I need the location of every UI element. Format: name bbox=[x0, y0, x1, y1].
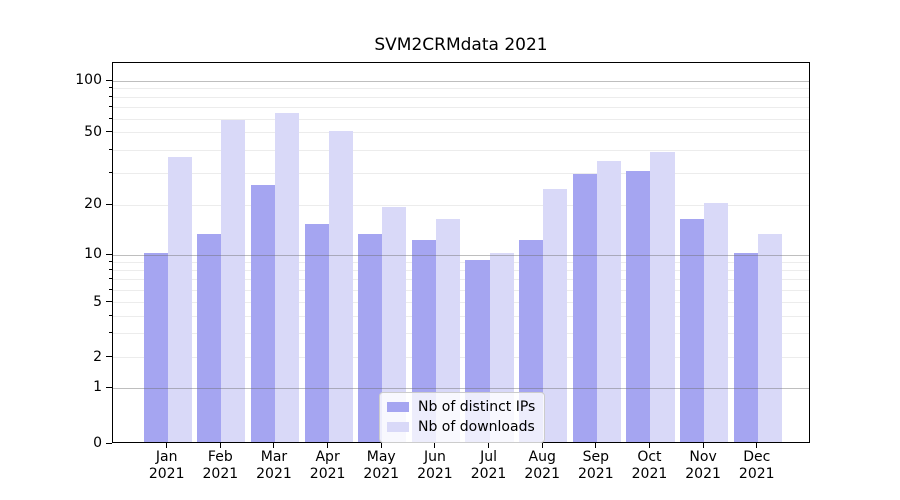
bar-downloads-dec bbox=[757, 234, 782, 442]
x-axis-tick bbox=[488, 443, 490, 448]
gridline-minor bbox=[113, 279, 809, 281]
y-axis-minor-tick bbox=[109, 314, 112, 316]
y-axis-tick bbox=[106, 203, 112, 205]
gridline-minor bbox=[113, 302, 809, 304]
bar-downloads-jan bbox=[167, 156, 192, 442]
legend-swatch-downloads bbox=[387, 422, 409, 432]
y-axis-minor-tick bbox=[109, 268, 112, 270]
y-axis-tick-label: 100 bbox=[75, 72, 102, 88]
legend-entry-downloads: Nb of downloads bbox=[387, 417, 535, 437]
y-axis-tick bbox=[106, 356, 112, 358]
x-axis-tick bbox=[756, 443, 758, 448]
x-axis-tick-label: May 2021 bbox=[363, 449, 400, 482]
gridline-major bbox=[113, 80, 809, 82]
legend-swatch-distinct-ips bbox=[387, 402, 409, 412]
bar-distinct-ips-may bbox=[358, 234, 383, 442]
legend-label-downloads: Nb of downloads bbox=[418, 419, 535, 435]
gridline-minor bbox=[113, 118, 809, 120]
x-axis-tick-label: Mar 2021 bbox=[256, 449, 292, 482]
y-axis-tick-label: 50 bbox=[84, 123, 102, 140]
gridline-minor bbox=[113, 204, 809, 206]
y-axis-tick-label: 0 bbox=[93, 435, 102, 451]
gridline-minor bbox=[113, 269, 809, 271]
x-axis-tick bbox=[219, 443, 221, 448]
x-axis-tick bbox=[648, 443, 650, 448]
y-axis-minor-tick bbox=[109, 96, 112, 98]
x-axis-tick bbox=[434, 443, 436, 448]
y-axis-tick-label: 20 bbox=[84, 196, 102, 212]
bar-distinct-ips-mar bbox=[250, 185, 275, 442]
y-axis-minor-tick bbox=[109, 148, 112, 150]
x-axis-tick-label: Nov 2021 bbox=[685, 449, 721, 482]
y-axis-tick bbox=[106, 79, 112, 81]
bar-downloads-sep bbox=[596, 161, 621, 442]
bar-distinct-ips-apr bbox=[304, 223, 329, 442]
y-axis-tick-label: 1 bbox=[93, 379, 102, 395]
x-axis-tick bbox=[273, 443, 275, 448]
legend: Nb of distinct IPs Nb of downloads bbox=[379, 392, 546, 443]
x-axis-tick-label: Jul 2021 bbox=[470, 449, 507, 482]
y-axis-tick-label: 5 bbox=[93, 293, 102, 310]
bar-distinct-ips-jan bbox=[143, 253, 168, 442]
gridline-minor bbox=[113, 107, 809, 109]
x-axis-tick bbox=[380, 443, 382, 448]
x-axis-tick-label: Apr 2021 bbox=[309, 449, 346, 482]
y-axis-minor-tick bbox=[109, 117, 112, 119]
gridline-minor bbox=[113, 332, 809, 334]
y-axis-tick bbox=[106, 131, 112, 133]
y-axis-tick-label: 10 bbox=[84, 246, 102, 262]
bar-downloads-mar bbox=[274, 113, 300, 442]
y-axis-minor-tick bbox=[109, 260, 112, 262]
bar-distinct-ips-nov bbox=[680, 219, 705, 442]
gridline-minor bbox=[113, 357, 809, 359]
y-axis-minor-tick bbox=[109, 278, 112, 280]
y-axis-minor-tick bbox=[109, 331, 112, 333]
bar-distinct-ips-sep bbox=[572, 173, 597, 442]
x-axis-tick-label: Jun 2021 bbox=[417, 449, 453, 482]
legend-entry-distinct-ips: Nb of distinct IPs bbox=[387, 397, 535, 417]
y-axis-tick bbox=[106, 253, 112, 255]
x-axis-tick-label: Feb 2021 bbox=[202, 449, 239, 482]
y-axis-minor-tick bbox=[109, 171, 112, 173]
gridline-minor bbox=[113, 172, 809, 174]
x-axis-tick bbox=[541, 443, 543, 448]
bar-downloads-oct bbox=[650, 152, 675, 442]
bar-downloads-aug bbox=[543, 188, 568, 442]
gridline-minor bbox=[113, 315, 809, 317]
y-axis-minor-tick bbox=[109, 87, 112, 89]
bar-distinct-ips-feb bbox=[197, 234, 222, 442]
bar-downloads-apr bbox=[328, 130, 353, 442]
gridline-minor bbox=[113, 289, 809, 291]
gridline-minor bbox=[113, 261, 809, 263]
x-axis-tick bbox=[595, 443, 597, 448]
x-axis-tick-label: Dec 2021 bbox=[738, 449, 775, 482]
x-axis-tick bbox=[327, 443, 329, 448]
bar-distinct-ips-dec bbox=[733, 253, 758, 442]
y-axis-tick bbox=[106, 442, 112, 444]
y-axis-minor-tick bbox=[109, 288, 112, 290]
y-axis-tick-label: 2 bbox=[93, 348, 102, 365]
gridline-minor bbox=[113, 97, 809, 99]
plot-area bbox=[112, 62, 810, 443]
y-axis-tick bbox=[106, 301, 112, 303]
y-axis-tick bbox=[106, 386, 112, 388]
x-axis-tick-label: Aug 2021 bbox=[524, 449, 560, 482]
gridline-minor bbox=[113, 88, 809, 90]
x-axis-tick bbox=[702, 443, 704, 448]
chart-title: SVM2CRMdata 2021 bbox=[374, 35, 548, 55]
bar-distinct-ips-oct bbox=[626, 171, 651, 442]
legend-label-distinct-ips: Nb of distinct IPs bbox=[418, 399, 536, 415]
bar-downloads-nov bbox=[704, 203, 729, 442]
gridline-minor bbox=[113, 149, 809, 151]
x-axis-tick bbox=[166, 443, 168, 448]
x-axis-tick-label: Oct 2021 bbox=[631, 449, 668, 482]
gridline-major bbox=[113, 387, 809, 389]
y-axis-minor-tick bbox=[109, 106, 112, 108]
x-axis-tick-label: Jan 2021 bbox=[148, 449, 185, 482]
gridline-major bbox=[113, 254, 809, 256]
bar-downloads-feb bbox=[221, 119, 246, 442]
x-axis-tick-label: Sep 2021 bbox=[577, 449, 614, 482]
gridline-minor bbox=[113, 132, 809, 134]
